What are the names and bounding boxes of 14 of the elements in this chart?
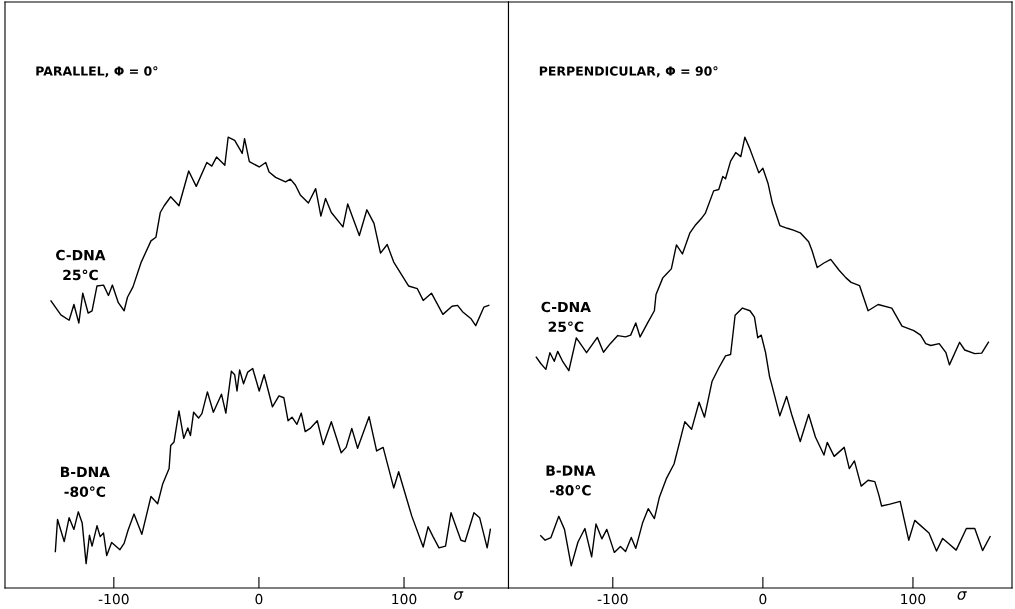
x-axis-title: σ bbox=[957, 591, 967, 600]
x-tick-label: -100 bbox=[98, 593, 129, 605]
series-label: B-DNA -80°C bbox=[546, 465, 596, 496]
series-label: C-DNA 25°C bbox=[541, 301, 591, 332]
x-tick-label: 0 bbox=[759, 593, 767, 605]
x-tick-label: 100 bbox=[901, 593, 926, 605]
x-tick-label: -100 bbox=[597, 593, 628, 605]
series-label: C-DNA 25°C bbox=[56, 249, 106, 281]
chart-title: PERPENDICULAR, Φ = 90° bbox=[539, 66, 718, 78]
series-label: B-DNA -80°C bbox=[60, 466, 110, 497]
chart-title: PARALLEL, Φ = 0° bbox=[36, 66, 158, 78]
x-axis-title: σ bbox=[454, 591, 464, 600]
x-tick-label: 100 bbox=[392, 593, 417, 605]
x-tick-label: 0 bbox=[255, 593, 263, 605]
